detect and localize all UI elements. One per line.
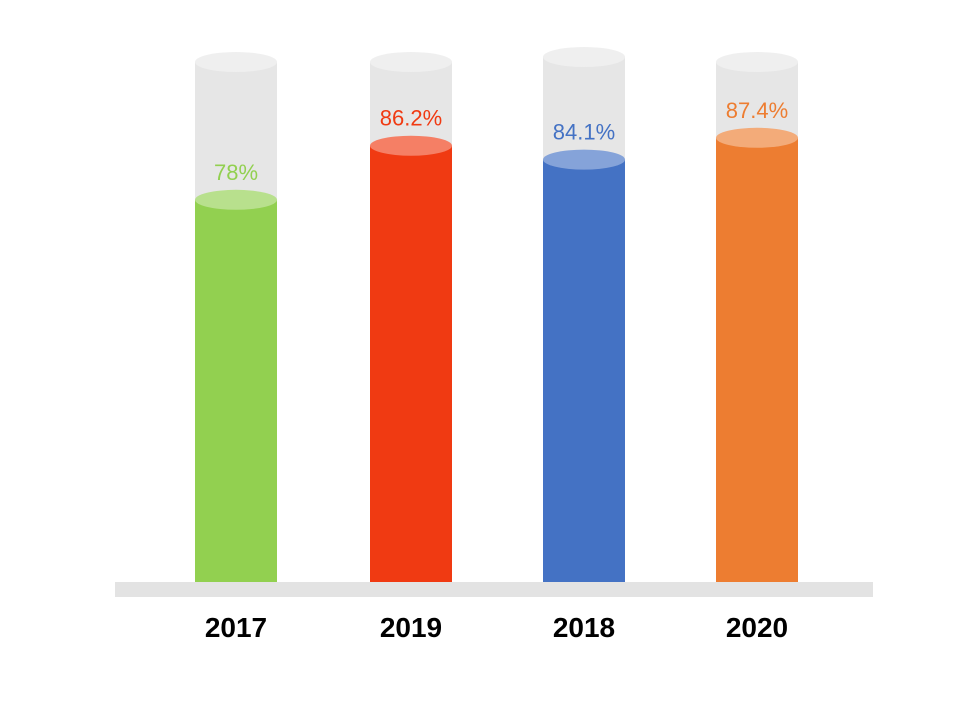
category-label-2018: 2018 xyxy=(553,612,615,643)
category-label-2020: 2020 xyxy=(726,612,788,643)
value-labels: 78% 86.2% 84.1% 87.4% xyxy=(214,98,788,185)
value-label-2019: 86.2% xyxy=(380,106,442,131)
value-label-2018: 84.1% xyxy=(553,120,615,145)
bar-top-2017 xyxy=(195,189,277,210)
value-label-2020: 87.4% xyxy=(726,98,788,123)
bar-2020 xyxy=(716,137,798,582)
cylinder-tracks xyxy=(195,47,798,582)
track-top-2019 xyxy=(370,52,452,72)
track-top-2020 xyxy=(716,52,798,72)
bar-top-2018 xyxy=(543,149,625,170)
bar-top-2020 xyxy=(716,127,798,148)
bar-top-2019 xyxy=(370,135,452,156)
category-label-2019: 2019 xyxy=(380,612,442,643)
bars xyxy=(195,127,798,582)
category-labels: 2017 2019 2018 2020 xyxy=(205,612,788,643)
category-label-2017: 2017 xyxy=(205,612,267,643)
bar-2018 xyxy=(543,159,625,582)
bar-2019 xyxy=(370,145,452,582)
bar-2017 xyxy=(195,199,277,582)
track-top-2017 xyxy=(195,52,277,72)
value-label-2017: 78% xyxy=(214,160,258,185)
track-top-2018 xyxy=(543,47,625,67)
baseline xyxy=(115,582,873,597)
